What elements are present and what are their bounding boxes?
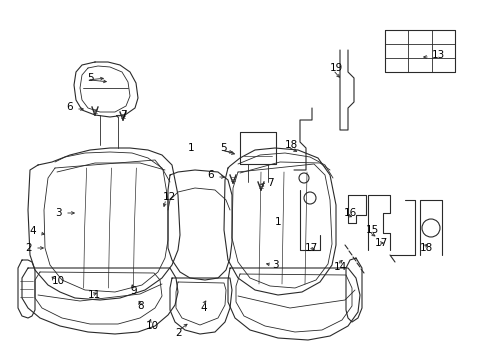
Text: 14: 14 (333, 262, 346, 272)
Text: 7: 7 (266, 178, 273, 188)
Text: 9: 9 (130, 286, 136, 296)
Text: 1: 1 (187, 143, 194, 153)
Text: 13: 13 (431, 50, 445, 60)
Text: 8: 8 (137, 301, 143, 311)
Text: 17: 17 (374, 238, 387, 248)
Text: 2: 2 (175, 328, 181, 338)
Text: 11: 11 (88, 290, 101, 300)
Text: 3: 3 (271, 260, 278, 270)
Text: 15: 15 (365, 225, 379, 235)
Text: 12: 12 (163, 192, 176, 202)
Text: 1: 1 (274, 217, 281, 227)
Text: 7: 7 (120, 110, 126, 120)
Text: 3: 3 (55, 208, 62, 218)
Text: 19: 19 (329, 63, 343, 73)
Text: 5: 5 (220, 143, 226, 153)
Text: 18: 18 (419, 243, 432, 253)
Text: 16: 16 (343, 208, 357, 218)
Text: 17: 17 (305, 243, 318, 253)
Text: 5: 5 (87, 73, 93, 83)
Text: 6: 6 (207, 170, 214, 180)
Text: 4: 4 (29, 226, 36, 236)
Text: 18: 18 (285, 140, 298, 150)
Text: 6: 6 (66, 102, 73, 112)
Text: 10: 10 (146, 321, 159, 331)
Text: 10: 10 (52, 276, 65, 286)
Text: 2: 2 (25, 243, 32, 253)
Text: 4: 4 (200, 303, 206, 313)
